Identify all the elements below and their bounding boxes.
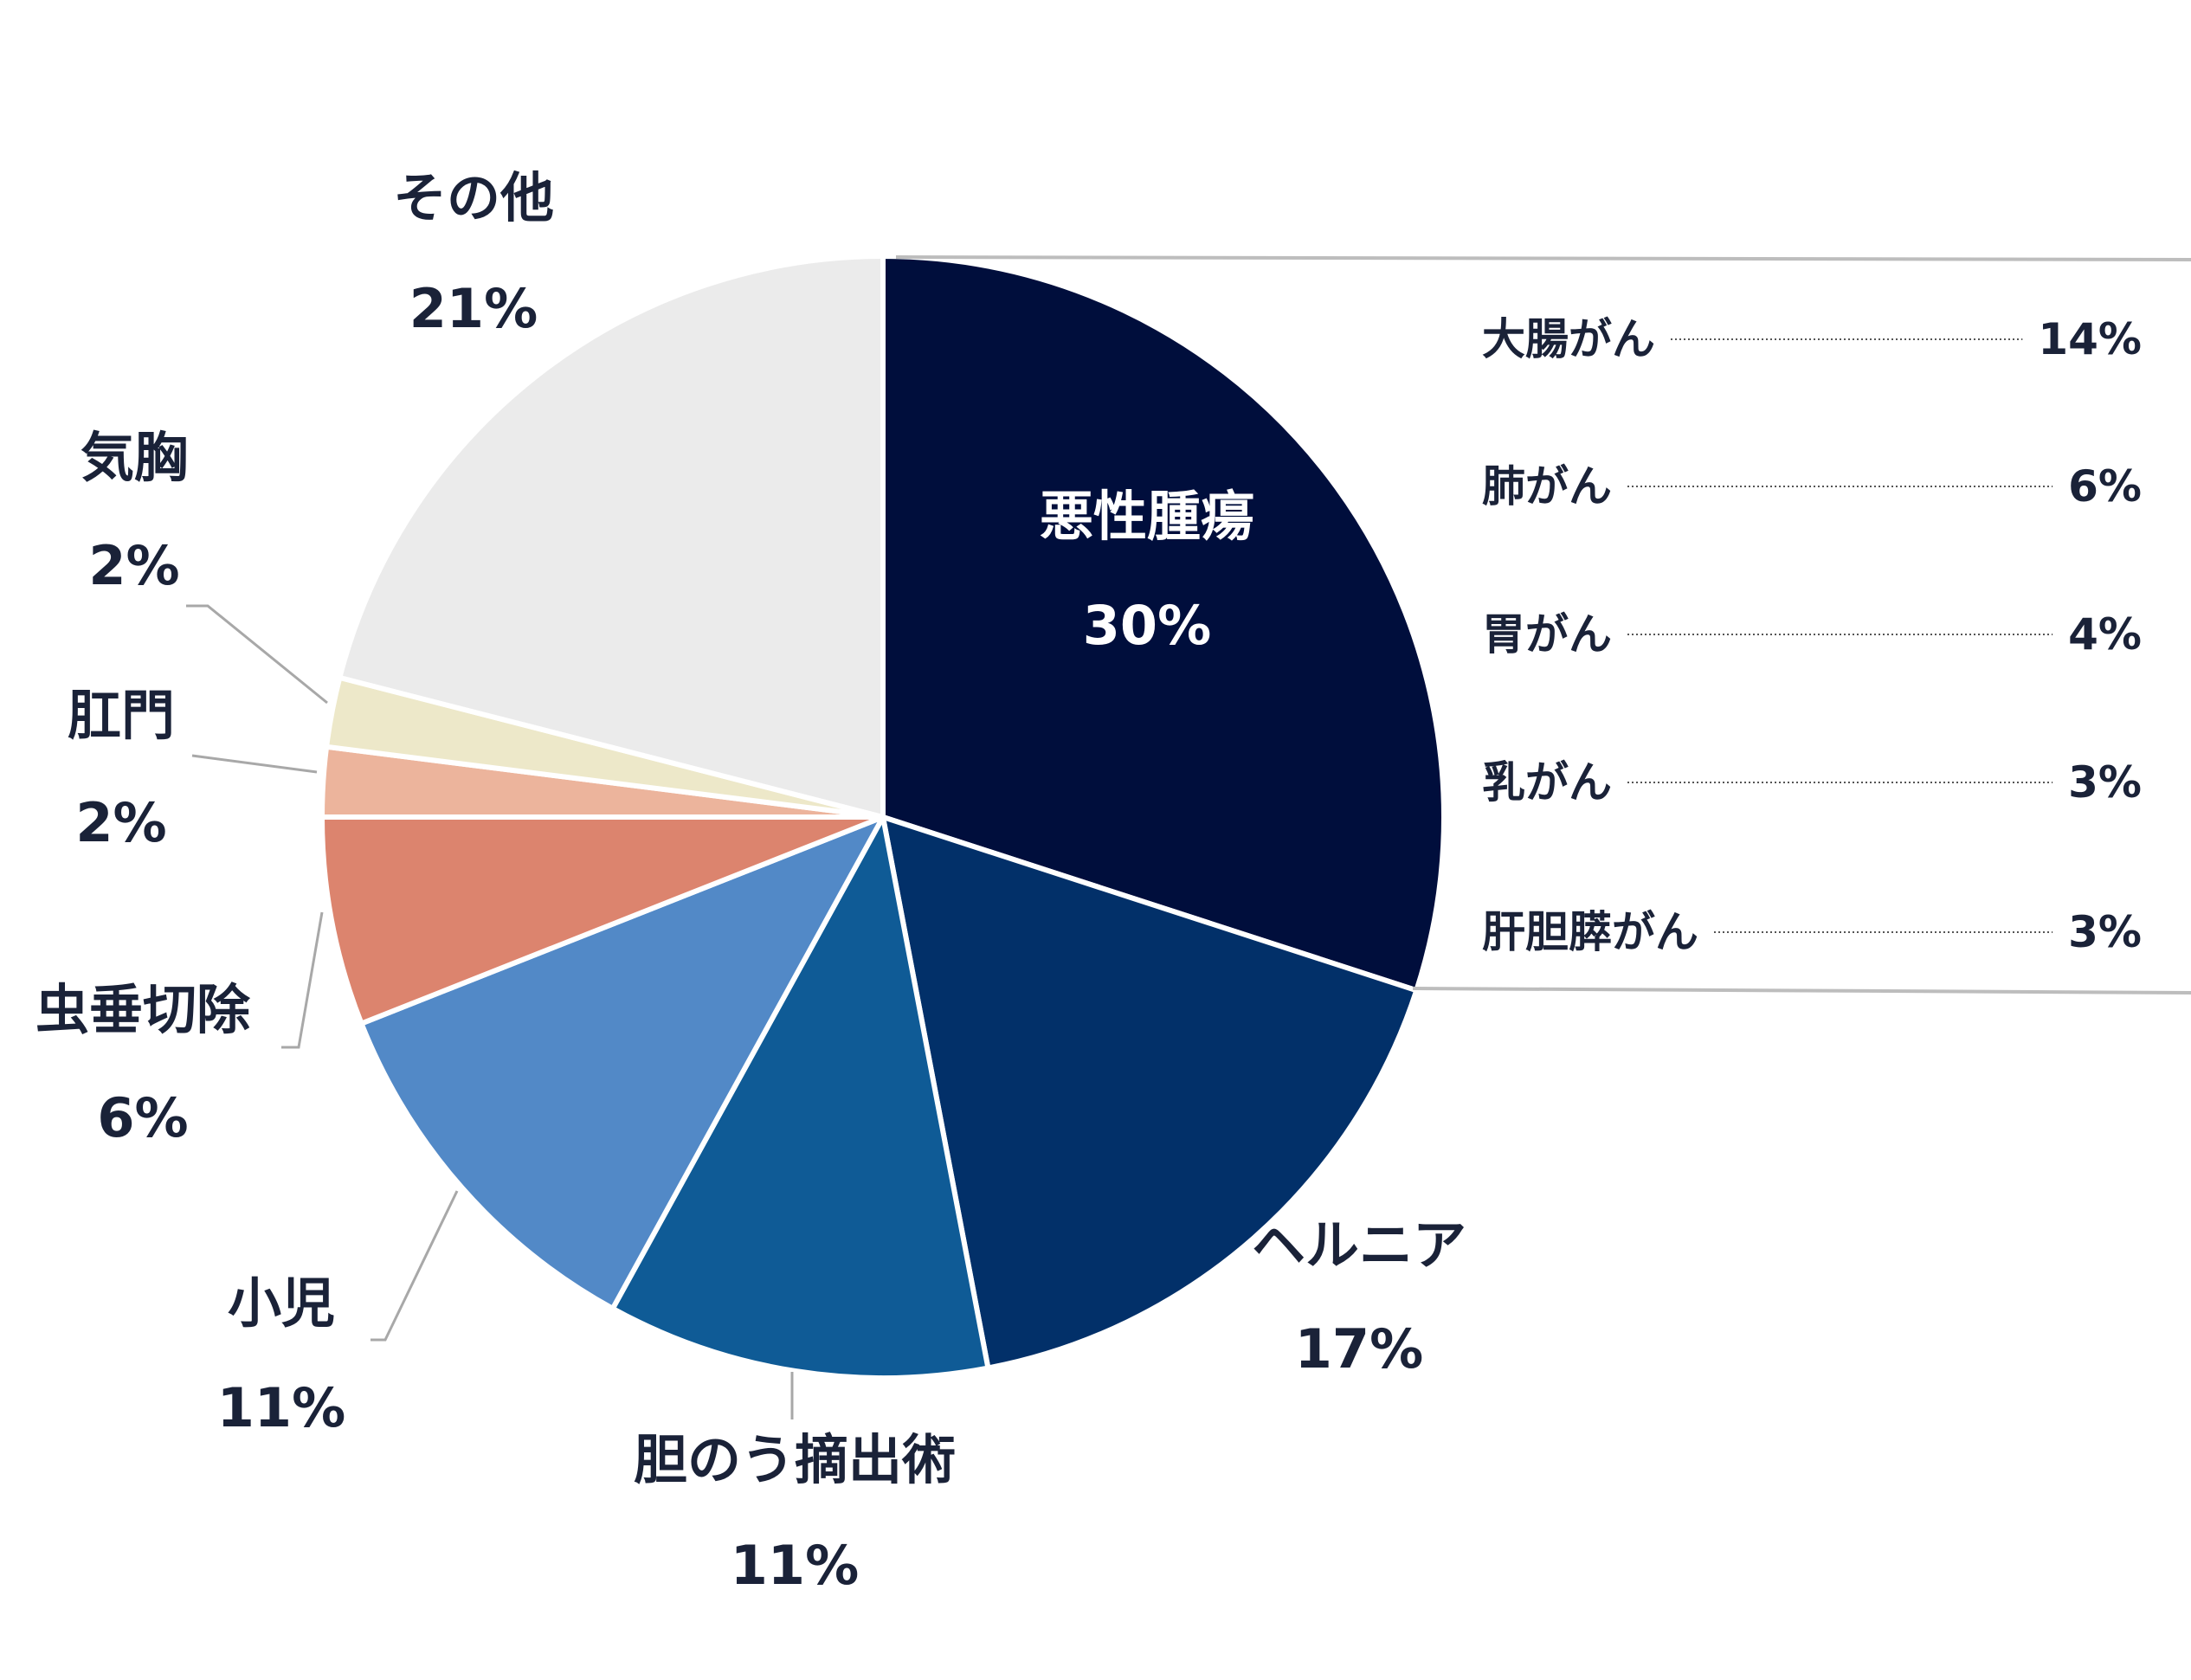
slice-label-1: ヘルニア xyxy=(1252,1213,1466,1277)
slice-value-7: 21% xyxy=(409,277,538,340)
pie-slice-3 xyxy=(358,814,886,1311)
breakdown-label-4: 肝胆膵がん xyxy=(1482,907,1698,957)
leader-line-5 xyxy=(191,754,318,774)
breakdown-bottom-connector xyxy=(1412,987,2191,994)
breakdown-value-0: 14% xyxy=(2038,314,2142,364)
slice-value-4: 6% xyxy=(97,1086,188,1149)
pie-slice-7 xyxy=(337,254,886,820)
slice-label-0: 悪性腫瘍 xyxy=(1040,485,1254,548)
slice-value-6: 2% xyxy=(88,534,179,597)
breakdown-label-2: 胃がん xyxy=(1482,609,1612,660)
slice-label-2: 胆のう摘出術 xyxy=(634,1428,956,1491)
breakdown-value-3: 3% xyxy=(2068,757,2142,808)
leader-line-6 xyxy=(186,604,328,705)
leader-line-4 xyxy=(281,911,324,1049)
breakdown-top-connector xyxy=(895,255,2191,261)
slice-value-3: 11% xyxy=(217,1376,345,1439)
slice-label-6: 気胸 xyxy=(81,426,188,489)
leader-lines xyxy=(186,604,794,1419)
pie-slices xyxy=(319,254,1447,1381)
slice-label-4: 虫垂切除 xyxy=(35,978,251,1041)
breakdown-label-3: 乳がん xyxy=(1482,757,1612,808)
pie-slice-2 xyxy=(609,814,991,1381)
breakdown-value-1: 6% xyxy=(2068,461,2142,512)
slice-label-7: その他 xyxy=(393,166,554,229)
slice-value-0: 30% xyxy=(1083,594,1211,657)
breakdown-panel: 大腸がん 14% 肺がん 6% 胃がん 4% 乳がん 3% 肝胆膵がん 3% xyxy=(895,255,2191,994)
slice-value-1: 17% xyxy=(1295,1317,1423,1381)
pie-slice-0 xyxy=(880,254,1447,994)
pie-slice-1 xyxy=(880,814,1420,1371)
slice-label-5: 肛門 xyxy=(68,684,175,747)
breakdown-label-0: 大腸がん xyxy=(1482,314,1655,364)
breakdown-label-1: 肺がん xyxy=(1482,461,1612,512)
leader-line-3 xyxy=(371,1190,459,1342)
slice-value-2: 11% xyxy=(731,1534,859,1597)
breakdown-value-2: 4% xyxy=(2068,609,2142,660)
slice-value-5: 2% xyxy=(75,791,166,854)
slice-label-3: 小児 xyxy=(228,1271,335,1335)
breakdown-value-4: 3% xyxy=(2068,907,2142,957)
pie-slice-4 xyxy=(319,814,886,1027)
slice-labels: 悪性腫瘍 30% ヘルニア 17% 胆のう摘出術 11% 小児 11% 虫垂切除 6% 肛門 2% 気胸… xyxy=(35,166,1466,1597)
